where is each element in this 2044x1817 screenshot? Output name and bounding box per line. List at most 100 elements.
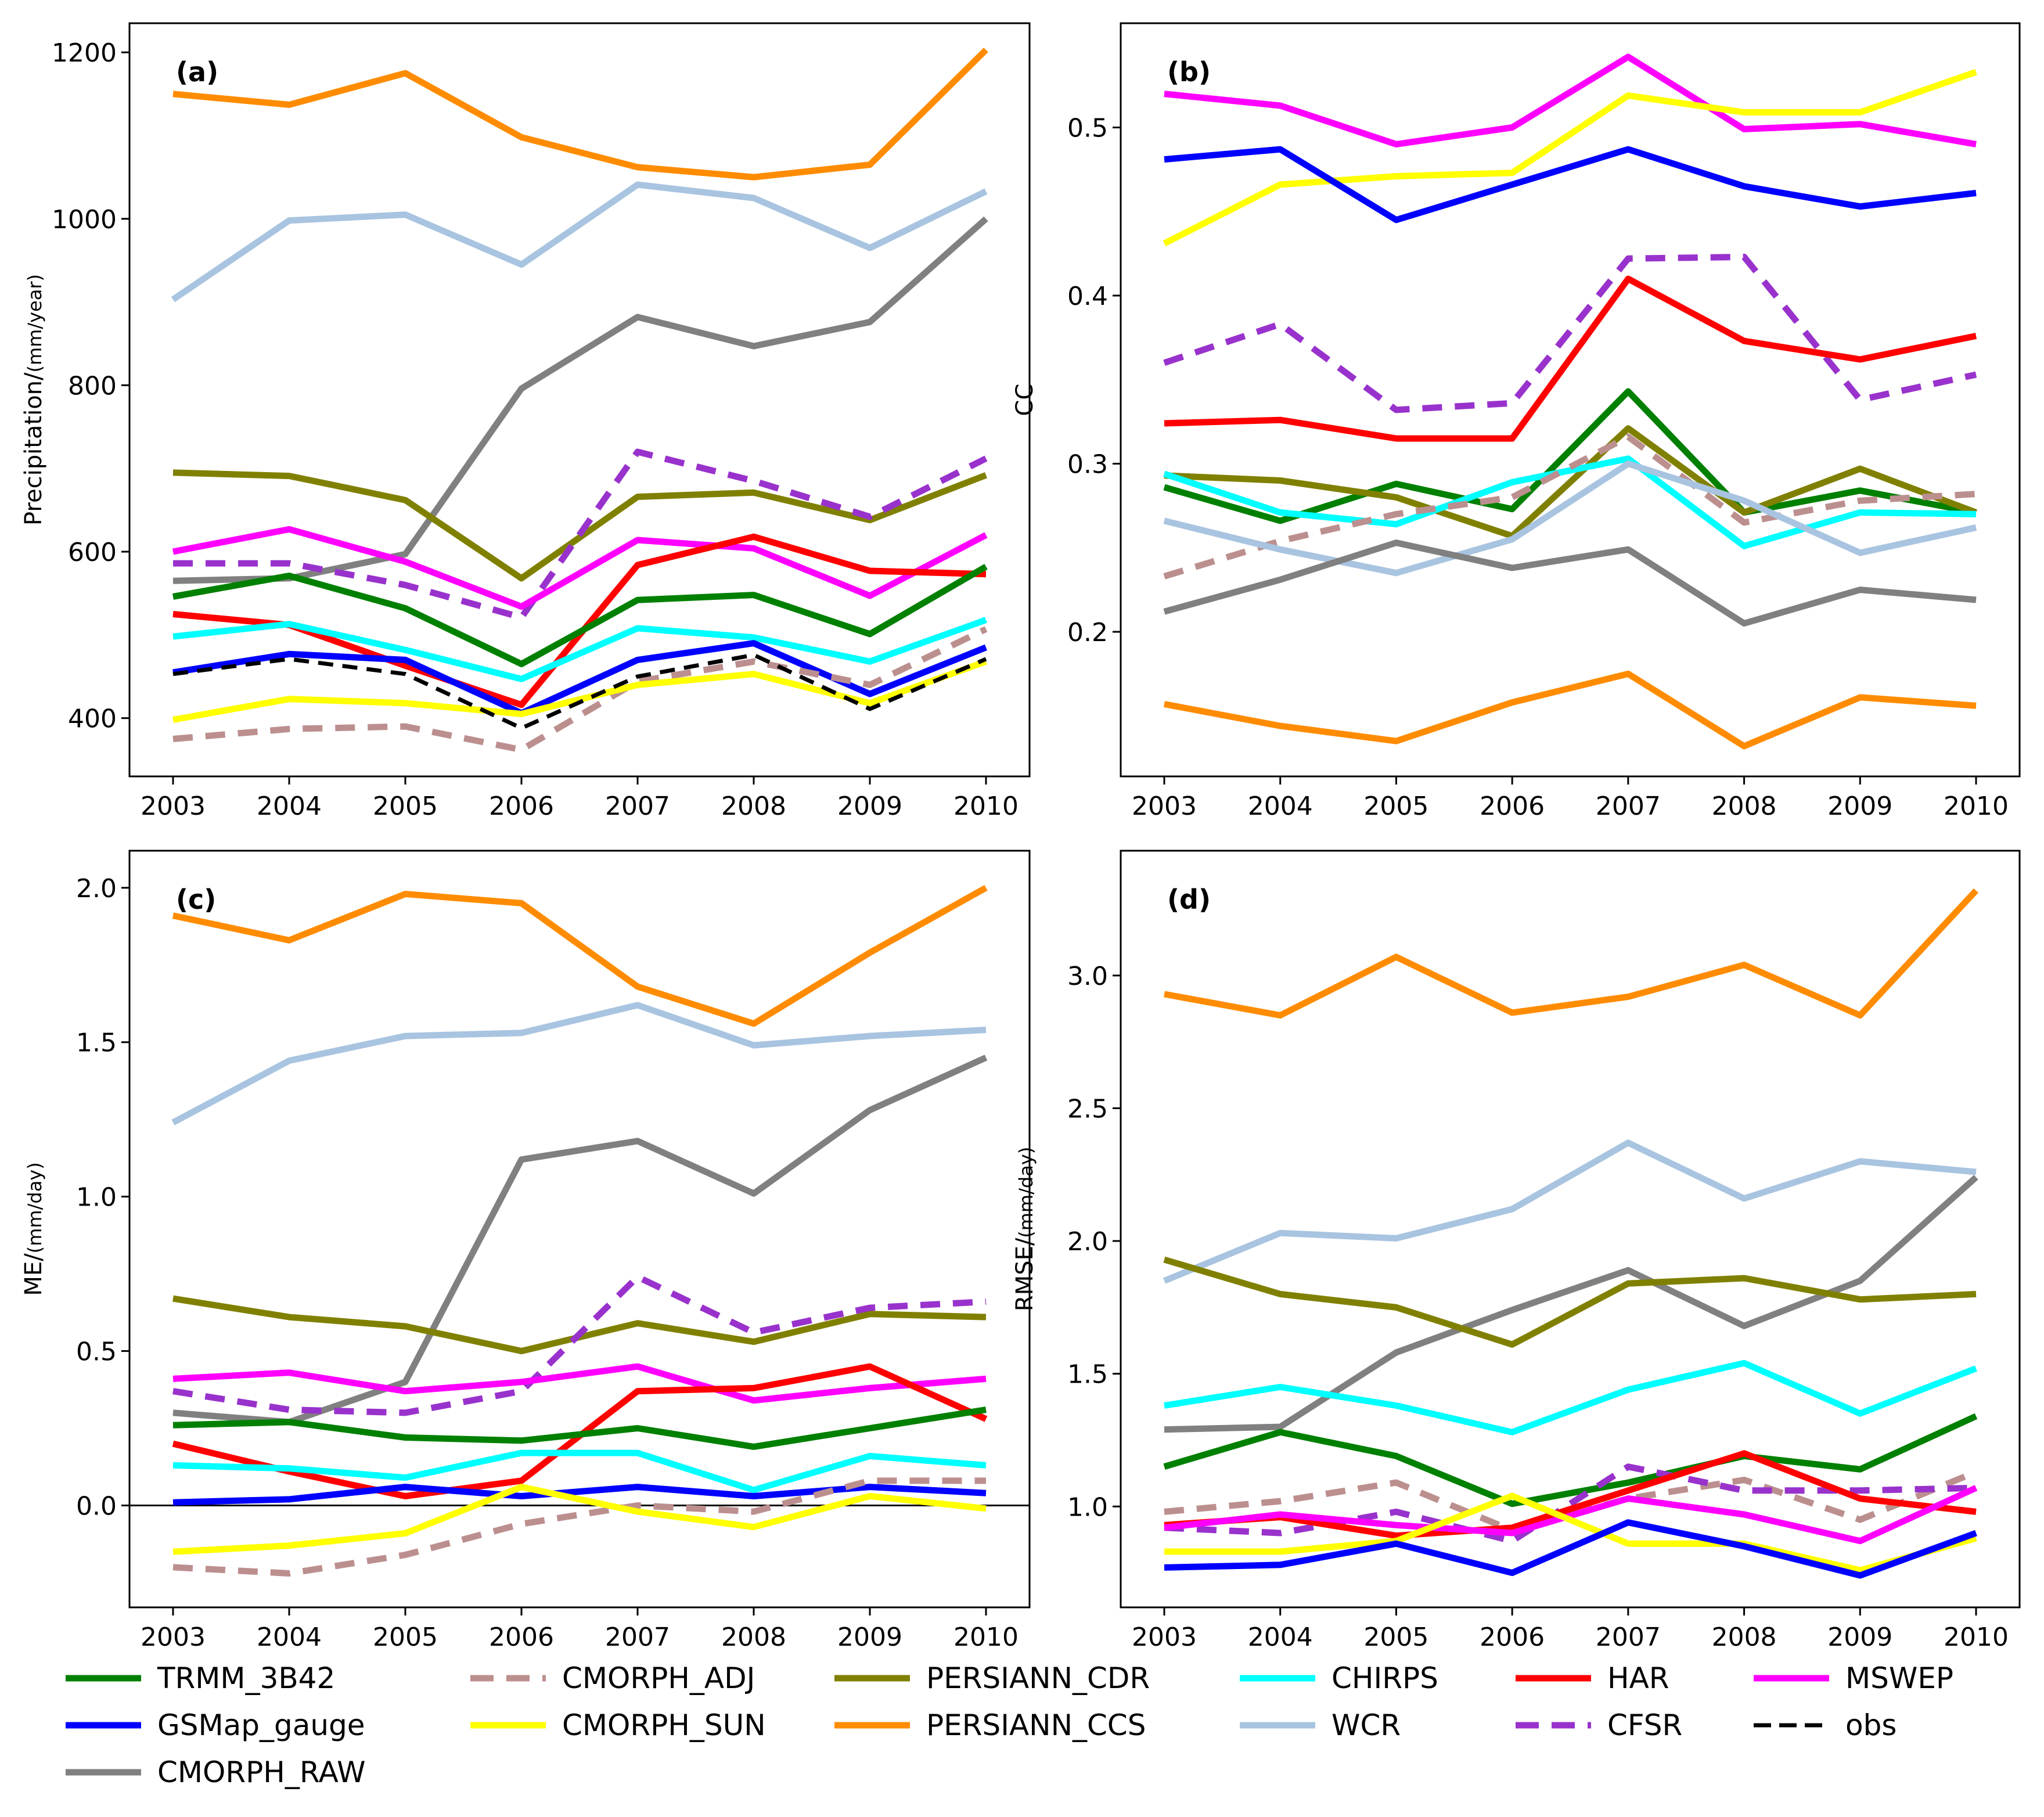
x-tick-label: 2009 xyxy=(837,791,902,821)
legend-label-trmm-3b42: TRMM_3B42 xyxy=(157,1661,336,1695)
series-line-cfsr xyxy=(172,1273,987,1416)
legend-label-cmorph-adj: CMORPH_ADJ xyxy=(562,1661,755,1695)
y-tick-label: 2.0 xyxy=(1067,1227,1108,1257)
series-line-mswep xyxy=(172,1363,987,1404)
x-tick-label: 2006 xyxy=(489,1622,554,1652)
legend-item-persiann-ccs: PERSIANN_CCS xyxy=(834,1705,1146,1746)
plot-frame xyxy=(1120,850,2021,1609)
legend-item-obs: obs xyxy=(1754,1705,1897,1746)
y-tick-label: 1.0 xyxy=(1067,1492,1108,1522)
series-line-har xyxy=(1164,275,1977,442)
x-tick-label: 2005 xyxy=(1363,791,1428,821)
series-line-cfsr xyxy=(1163,253,1977,413)
series-line-mswep xyxy=(1164,1485,1978,1545)
series-line-wcr xyxy=(171,1002,987,1125)
x-tick-label: 2004 xyxy=(257,1622,322,1652)
legend-item-trmm-3b42: TRMM_3B42 xyxy=(66,1658,335,1699)
x-tick-label: 2005 xyxy=(1363,1622,1428,1652)
y-axis-label: RMSE/(mm/day) xyxy=(1012,1147,1038,1311)
plot-frame xyxy=(1120,22,2021,778)
y-tick-label: 1.5 xyxy=(1067,1360,1108,1390)
panel-label: (d) xyxy=(1167,884,1211,915)
legend-item-gsmap-gauge: GSMap_gauge xyxy=(66,1705,365,1746)
y-tick-label: 400 xyxy=(68,704,117,734)
series-line-cmorph-adj xyxy=(172,626,988,753)
legend-item-chirps: CHIRPS xyxy=(1240,1658,1438,1699)
x-tick-label: 2003 xyxy=(1132,1622,1197,1652)
series-line-cmorph-adj xyxy=(1163,433,1977,580)
x-tick-label: 2009 xyxy=(837,1622,902,1652)
series-group xyxy=(171,884,988,1577)
y-tick-label: 2.0 xyxy=(76,874,117,904)
x-tick-label: 2010 xyxy=(953,1622,1019,1652)
series-line-mswep xyxy=(172,526,988,610)
legend-item-cfsr: CFSR xyxy=(1516,1705,1682,1746)
series-line-persiann-ccs xyxy=(1163,670,1977,750)
series-line-wcr xyxy=(1163,1139,1977,1284)
legend-swatch-cmorph-raw xyxy=(66,1769,141,1776)
legend-swatch-wcr xyxy=(1240,1722,1315,1729)
series-line-persiann-cdr xyxy=(172,469,987,582)
x-tick-label: 2004 xyxy=(1248,1622,1313,1652)
x-tick-label: 2006 xyxy=(1480,791,1545,821)
series-line-cmorph-raw xyxy=(172,216,988,584)
series-line-cfsr xyxy=(173,448,988,621)
series-line-wcr xyxy=(171,181,988,303)
y-axis-label: CC xyxy=(1012,384,1038,416)
legend-item-cmorph-sun: CMORPH_SUN xyxy=(470,1705,766,1746)
series-line-persiann-ccs xyxy=(172,47,988,181)
legend-label-persiann-cdr: PERSIANN_CDR xyxy=(926,1661,1150,1695)
legend-swatch-persiann-cdr xyxy=(834,1675,910,1682)
x-tick-label: 2007 xyxy=(605,791,670,821)
legend-swatch-cmorph-sun xyxy=(470,1722,546,1729)
chart-panel-3: 2003 2004 2005 2006 2007 2008 2009 2010 0.0 0.5 1.… xyxy=(20,850,1031,1652)
series-line-chirps xyxy=(1163,455,1977,549)
series-line-cmorph-sun xyxy=(172,1484,987,1555)
panel-label: (b) xyxy=(1167,56,1211,88)
legend-swatch-gsmap-gauge xyxy=(66,1722,141,1729)
series-group xyxy=(1163,888,1979,1579)
x-tick-label: 2009 xyxy=(1827,1622,1892,1652)
series-group xyxy=(1163,53,1977,750)
legend-label-chirps: CHIRPS xyxy=(1332,1661,1438,1695)
series-line-trmm-3b42 xyxy=(172,564,988,667)
x-tick-label: 2007 xyxy=(1596,791,1661,821)
series-line-chirps xyxy=(1164,1359,1977,1435)
chart-panel-2: 2003 2004 2005 2006 2007 2008 2009 2010 0.2 0.3 0.… xyxy=(1012,22,2021,821)
x-tick-label: 2003 xyxy=(1132,791,1197,821)
legend-label-cmorph-sun: CMORPH_SUN xyxy=(562,1708,766,1742)
series-line-cmorph-sun xyxy=(1163,69,1977,247)
y-tick-label: 800 xyxy=(68,371,117,401)
series-line-trmm-3b42 xyxy=(172,1406,987,1450)
y-tick-label: 0.4 xyxy=(1067,282,1108,311)
legend-label-gsmap-gauge: GSMap_gauge xyxy=(157,1708,365,1742)
legend-label-cmorph-raw: CMORPH_RAW xyxy=(157,1755,366,1789)
series-line-persiann-cdr xyxy=(1164,425,1977,539)
x-tick-label: 2003 xyxy=(141,1622,206,1652)
panel-label: (a) xyxy=(176,56,218,88)
legend-label-mswep: MSWEP xyxy=(1845,1661,1954,1695)
y-tick-label: 0.0 xyxy=(76,1491,117,1521)
legend-swatch-har xyxy=(1516,1675,1591,1682)
x-tick-label: 2006 xyxy=(1480,1622,1545,1652)
plot-frame xyxy=(128,850,1031,1609)
x-tick-label: 2006 xyxy=(489,791,554,821)
series-line-cmorph-adj xyxy=(172,1477,986,1577)
series-line-cmorph-raw xyxy=(172,1055,988,1426)
plot-frame xyxy=(128,22,1031,778)
y-tick-label: 2.5 xyxy=(1067,1094,1108,1124)
legend-label-har: HAR xyxy=(1607,1661,1669,1695)
series-line-gsmap-gauge xyxy=(1164,1519,1977,1579)
chart-panel-1: 2003 2004 2005 2006 2007 2008 2009 2010 400 600 80… xyxy=(20,22,1031,821)
x-tick-label: 2007 xyxy=(1596,1622,1661,1652)
legend-item-har: HAR xyxy=(1516,1658,1669,1699)
series-line-chirps xyxy=(172,1449,987,1494)
y-tick-label: 0.3 xyxy=(1067,450,1108,480)
legend: TRMM_3B42 CMORPH_ADJ PERSIANN_CDR CHIRPS… xyxy=(0,1649,2044,1817)
legend-label-cfsr: CFSR xyxy=(1607,1708,1683,1742)
legend-swatch-mswep xyxy=(1754,1675,1829,1682)
y-tick-label: 3.0 xyxy=(1067,962,1108,991)
legend-item-persiann-cdr: PERSIANN_CDR xyxy=(834,1658,1150,1699)
x-tick-label: 2004 xyxy=(257,791,322,821)
x-tick-label: 2008 xyxy=(721,791,786,821)
